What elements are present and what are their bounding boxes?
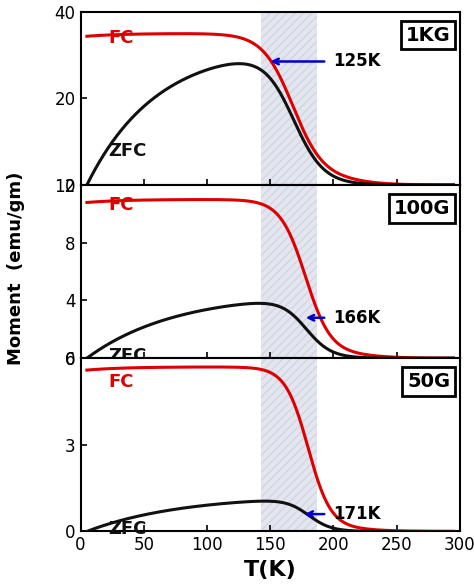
Text: 125K: 125K [333,53,381,71]
Text: Moment  (emu/gm): Moment (emu/gm) [7,172,25,366]
Bar [261,358,317,531]
Text: FC: FC [109,29,134,47]
Text: 171K: 171K [333,505,381,523]
Text: 166K: 166K [333,309,381,327]
Text: ZFC: ZFC [109,347,147,364]
Text: FC: FC [109,196,134,214]
Bar [261,185,317,358]
Text: FC: FC [109,373,134,391]
X-axis label: T(K): T(K) [244,560,297,580]
Text: ZFC: ZFC [109,142,147,159]
Bar [261,12,317,185]
Text: ZFC: ZFC [109,520,147,538]
Text: 50G: 50G [407,372,450,391]
Text: 100G: 100G [394,199,450,218]
Text: 1KG: 1KG [406,26,450,44]
